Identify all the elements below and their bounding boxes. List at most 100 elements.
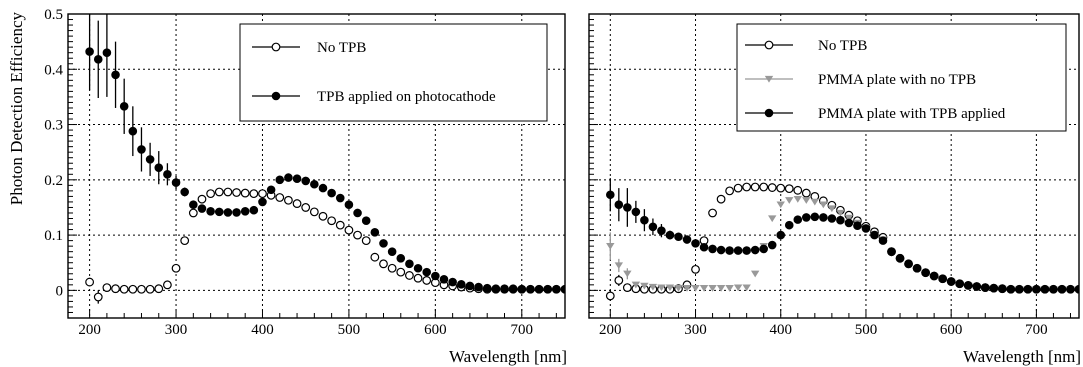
legend-marker <box>764 40 774 50</box>
data-point <box>759 182 769 192</box>
data-point <box>699 285 709 292</box>
data-point <box>1040 284 1050 294</box>
series-tpb-applied-on-photocathode <box>85 14 565 294</box>
data-point <box>258 189 267 199</box>
data-point <box>232 188 241 197</box>
series-no-tpb <box>605 182 1079 301</box>
data-point <box>232 208 241 217</box>
data-point <box>301 203 311 212</box>
data-point <box>249 189 259 199</box>
legend-box <box>239 23 548 122</box>
data-point <box>1066 284 1075 294</box>
legend-marker <box>271 42 281 52</box>
data-point <box>240 207 250 216</box>
data-point <box>292 199 302 208</box>
data-point <box>1057 284 1067 294</box>
data-point <box>180 187 189 197</box>
legend: No TPB PMMA plate with no TPB PMMA plate w… <box>736 23 1067 132</box>
data-point <box>989 283 999 293</box>
data-point <box>197 204 207 213</box>
data-point <box>657 284 666 292</box>
data-point <box>206 207 215 216</box>
data-point <box>361 236 371 246</box>
data-point <box>614 200 624 209</box>
data-point <box>422 267 432 277</box>
data-point <box>344 200 354 209</box>
legend-label: No TPB <box>818 38 867 54</box>
data-point <box>606 242 615 250</box>
data-point <box>456 279 466 289</box>
data-point <box>972 282 982 291</box>
data-point <box>1023 284 1033 294</box>
data-point <box>119 284 129 294</box>
data-point <box>465 281 475 291</box>
data-point <box>767 240 777 250</box>
data-point <box>819 201 828 209</box>
data-point <box>1049 284 1058 294</box>
data-point <box>258 197 267 207</box>
data-point <box>793 185 803 195</box>
data-point <box>904 259 913 269</box>
data-point <box>526 284 535 294</box>
x-tick-label: 400 <box>769 322 792 338</box>
data-point <box>614 276 624 285</box>
x-tick-label: 600 <box>424 322 447 338</box>
data-point <box>560 284 565 294</box>
data-point <box>508 284 518 294</box>
plot-area <box>85 14 565 304</box>
plot-frame <box>588 13 1080 319</box>
data-point <box>844 218 854 228</box>
data-point <box>605 291 615 301</box>
data-point <box>111 70 120 80</box>
data-point <box>119 102 129 111</box>
data-point <box>623 203 632 212</box>
data-point <box>154 163 164 172</box>
data-point <box>413 273 423 283</box>
data-point <box>189 200 198 209</box>
x-tick-label: 700 <box>1025 322 1048 338</box>
data-point <box>733 183 743 193</box>
data-point <box>725 186 735 196</box>
legend-marker <box>271 91 281 101</box>
data-point <box>500 284 509 294</box>
data-point <box>648 283 658 291</box>
data-point <box>699 242 709 252</box>
data-point <box>682 285 692 292</box>
data-point <box>861 224 871 233</box>
x-axis-label: Wavelength [nm] <box>449 347 567 366</box>
right-panel: 200 300 400 500 600 700 Wavelength [nm] No TPB P… <box>588 13 1081 366</box>
data-point <box>938 274 947 284</box>
data-point <box>353 230 362 240</box>
data-point <box>674 285 683 292</box>
data-point <box>396 267 406 277</box>
legend-entry-pmma-plate-with-tpb-applied: PMMA plate with TPB applied <box>745 106 1006 122</box>
data-point <box>93 55 103 64</box>
legend-label: TPB applied on photocathode <box>317 89 496 105</box>
data-point <box>128 126 138 136</box>
data-point <box>623 270 632 278</box>
x-tick-label: 200 <box>599 322 622 338</box>
data-point <box>776 230 786 240</box>
data-point <box>768 215 777 223</box>
data-point <box>353 208 362 218</box>
data-point <box>240 188 250 198</box>
data-point <box>310 179 319 189</box>
data-point <box>725 285 734 292</box>
data-point <box>327 216 337 226</box>
data-point <box>318 211 328 221</box>
data-point <box>171 263 181 273</box>
y-axis-label: Photon Detection Efficiency <box>7 12 26 206</box>
data-point <box>534 284 544 294</box>
data-point <box>733 246 743 255</box>
data-point <box>448 277 457 287</box>
data-point <box>691 239 700 248</box>
data-point <box>171 178 181 187</box>
data-point <box>284 195 293 205</box>
legend-marker <box>764 75 774 83</box>
data-point <box>691 285 700 292</box>
data-point <box>439 275 449 284</box>
data-point <box>491 284 501 294</box>
data-point <box>413 263 423 273</box>
data-point <box>844 214 854 222</box>
data-point <box>275 193 285 202</box>
